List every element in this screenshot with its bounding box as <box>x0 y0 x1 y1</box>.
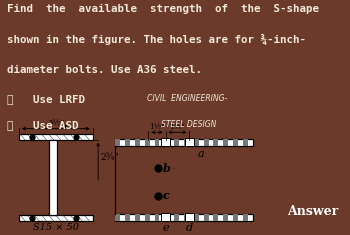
Bar <box>204 214 209 221</box>
Bar <box>161 213 170 221</box>
Bar <box>184 139 189 146</box>
Text: diameter bolts. Use A36 steel.: diameter bolts. Use A36 steel. <box>7 65 202 75</box>
Bar <box>174 214 179 221</box>
Bar <box>243 139 248 146</box>
Bar <box>155 214 160 221</box>
Bar <box>184 214 189 221</box>
Text: 2¾": 2¾" <box>101 153 119 162</box>
Text: e: e <box>162 223 169 233</box>
Bar <box>214 214 218 221</box>
Bar <box>115 214 253 221</box>
Bar <box>243 214 248 221</box>
Bar <box>164 214 169 221</box>
Bar <box>184 213 194 221</box>
Text: b: b <box>163 163 170 174</box>
Text: 1½": 1½" <box>149 123 165 131</box>
Bar <box>115 139 253 146</box>
Text: shown in the figure. The holes are for ¾-inch-: shown in the figure. The holes are for ¾… <box>7 34 306 45</box>
Text: CIVIL  ENGINEERING-: CIVIL ENGINEERING- <box>147 94 227 103</box>
Text: STEEL DESIGN: STEEL DESIGN <box>161 120 216 129</box>
Text: 1½": 1½" <box>169 123 185 131</box>
Text: Answer: Answer <box>287 205 338 218</box>
Bar <box>214 139 218 146</box>
Bar <box>155 139 160 146</box>
Text: Find  the  available  strength  of  the  S-shape: Find the available strength of the S-sha… <box>7 4 319 14</box>
Bar <box>184 138 194 146</box>
Bar <box>204 139 209 146</box>
Bar <box>145 139 150 146</box>
Text: S15 × 50: S15 × 50 <box>33 223 79 232</box>
Text: c: c <box>163 190 170 201</box>
Bar <box>233 214 238 221</box>
Bar <box>135 139 140 146</box>
Bar <box>223 214 228 221</box>
Bar <box>125 214 130 221</box>
Bar <box>49 140 57 215</box>
Text: ①   Use LRFD: ① Use LRFD <box>7 94 85 104</box>
Bar <box>135 214 140 221</box>
Bar <box>174 139 179 146</box>
Bar <box>19 134 93 140</box>
Bar <box>115 139 120 146</box>
Text: d: d <box>186 223 193 233</box>
Bar <box>125 139 130 146</box>
Text: 3½": 3½" <box>47 119 65 127</box>
Bar <box>161 138 170 146</box>
Bar <box>19 215 93 221</box>
Text: a: a <box>197 149 204 159</box>
Bar <box>194 214 199 221</box>
Bar <box>194 139 199 146</box>
Text: ②   Use ASD: ② Use ASD <box>7 120 78 130</box>
Bar <box>115 214 120 221</box>
Bar <box>145 214 150 221</box>
Bar <box>223 139 228 146</box>
Bar <box>164 139 169 146</box>
Bar <box>233 139 238 146</box>
